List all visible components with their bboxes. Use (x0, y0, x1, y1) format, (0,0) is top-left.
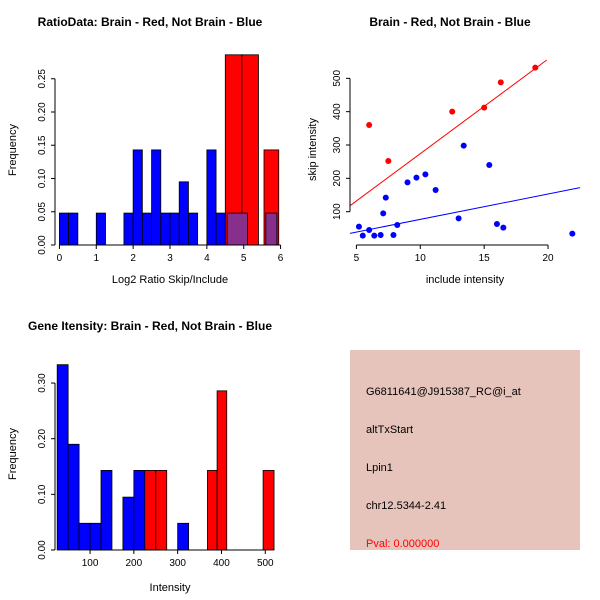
intensity-scatter-plot: 5 10 15 20 100 200 300 400 500 (332, 59, 581, 264)
svg-text:100: 100 (82, 558, 99, 569)
svg-text:300: 300 (169, 558, 186, 569)
svg-text:0.10: 0.10 (37, 168, 48, 188)
genomic-location-text: chr12.5344-2.41 (366, 500, 447, 512)
svg-text:15: 15 (479, 253, 491, 264)
svg-text:3: 3 (167, 253, 173, 264)
gene-x-axis-label: Intensity (149, 582, 191, 594)
svg-text:1: 1 (94, 253, 100, 264)
ratio-y-axis-label: Frequency (7, 124, 19, 176)
probe-id-text: G6811641@J915387_RC@i_at (366, 386, 521, 398)
svg-text:500: 500 (332, 70, 343, 87)
svg-text:100: 100 (332, 203, 343, 220)
svg-text:500: 500 (257, 558, 274, 569)
gene-chart-title: Gene Itensity: Brain - Red, Not Brain - … (27, 319, 273, 333)
gene-info-box: G6811641@J915387_RC@i_at altTxStart Lpin… (350, 350, 580, 550)
svg-text:0: 0 (57, 253, 63, 264)
scatter-y-axis-label: skip intensity (307, 118, 319, 182)
panel-gene-info: G6811641@J915387_RC@i_at altTxStart Lpin… (300, 300, 600, 600)
svg-text:0.20: 0.20 (37, 429, 48, 449)
scatter-x-axis-label: include intensity (425, 274, 505, 286)
panel-intensity-scatter: 5 10 15 20 100 200 300 400 500 Brain - Red, Not … (300, 0, 600, 300)
svg-text:5: 5 (354, 253, 360, 264)
svg-text:20: 20 (542, 253, 554, 264)
ratio-x-axis-label: Log2 Ratio Skip/Include (111, 274, 229, 286)
svg-text:2: 2 (130, 253, 136, 264)
svg-text:0.15: 0.15 (37, 135, 48, 155)
panel-gene-intensity-histogram: 100 200 300 400 500 0.00 0.10 0.20 0.30 Gene Ite… (0, 300, 300, 600)
svg-text:400: 400 (213, 558, 230, 569)
svg-text:300: 300 (332, 136, 343, 153)
svg-text:0.10: 0.10 (37, 484, 48, 504)
gene-intensity-histogram-plot: 100 200 300 400 500 0.00 0.10 0.20 0.30 (37, 364, 275, 569)
ratio-histogram-plot: 0 1 2 3 4 5 6 0.00 0.05 0.10 0.15 0.20 0.25 (37, 54, 284, 264)
svg-text:0.20: 0.20 (37, 102, 48, 122)
gene-y-axis-label: Frequency (7, 428, 19, 480)
gene-symbol-text: Lpin1 (366, 462, 393, 474)
panel-ratio-histogram: 0 1 2 3 4 5 6 0.00 0.05 0.10 0.15 0.20 0.25 RatioDat… (0, 0, 300, 300)
svg-text:200: 200 (332, 170, 343, 187)
svg-text:6: 6 (278, 253, 284, 264)
pval-text: Pval: 0.000000 (366, 538, 440, 550)
svg-text:4: 4 (204, 253, 210, 264)
svg-text:0.30: 0.30 (37, 373, 48, 393)
svg-text:5: 5 (241, 253, 247, 264)
svg-text:400: 400 (332, 103, 343, 120)
svg-text:0.25: 0.25 (37, 69, 48, 89)
svg-text:0.00: 0.00 (37, 540, 48, 560)
svg-text:10: 10 (415, 253, 427, 264)
svg-text:0.00: 0.00 (37, 235, 48, 255)
scatter-chart-title: Brain - Red, Not Brain - Blue (369, 15, 531, 29)
svg-text:200: 200 (126, 558, 143, 569)
ratio-chart-title: RatioData: Brain - Red, Not Brain - Blue (37, 15, 263, 29)
event-type-text: altTxStart (366, 424, 414, 436)
svg-text:0.05: 0.05 (37, 202, 48, 222)
